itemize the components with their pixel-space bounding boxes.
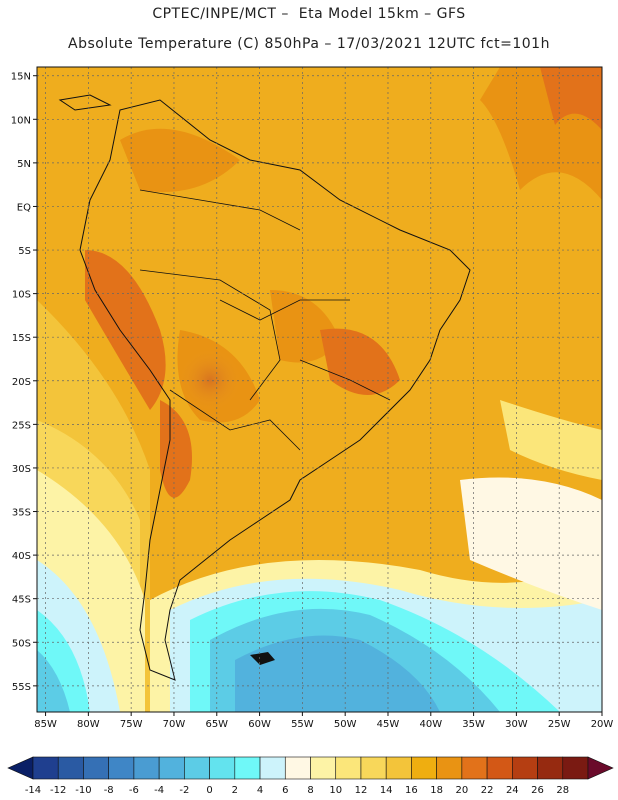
colorbar-swatch xyxy=(133,756,160,780)
colorbar-over-arrow xyxy=(587,756,614,780)
colorbar-swatch xyxy=(512,756,538,780)
lat-label: 50S xyxy=(12,638,31,649)
colorbar-swatch xyxy=(486,756,513,780)
lon-label: 85W xyxy=(34,719,57,730)
colorbar-swatch xyxy=(335,756,362,780)
lon-label: 40W xyxy=(419,719,442,730)
colorbar-swatch xyxy=(537,756,564,780)
colorbar-tick-label: -12 xyxy=(50,785,66,796)
lon-label: 50W xyxy=(334,719,357,730)
colorbar-swatch xyxy=(385,756,412,780)
lat-label: 35S xyxy=(12,508,31,519)
lon-label: 60W xyxy=(248,719,271,730)
lat-label: 5S xyxy=(18,246,31,257)
lat-label: 25S xyxy=(12,420,31,431)
colorbar-tick-label: 0 xyxy=(206,785,212,796)
temperature-field xyxy=(37,67,602,712)
lat-label: 20S xyxy=(12,377,31,388)
colorbar-tick-label: 10 xyxy=(329,785,342,796)
lat-label: 30S xyxy=(12,464,31,475)
lon-label: 20W xyxy=(591,719,614,730)
lon-label: 65W xyxy=(205,719,228,730)
colorbar-swatch xyxy=(57,756,84,780)
colorbar-swatch xyxy=(108,756,135,780)
colorbar: -14 -12 -10 -8 -6 -4 -2 0 2 4 6 8 10 12 14 16 18 20 22 24 26… xyxy=(7,756,614,796)
colorbar-tick-label: 20 xyxy=(455,785,468,796)
map-gridlines xyxy=(37,67,603,712)
colorbar-swatch xyxy=(234,756,261,780)
colorbar-tick-label: 18 xyxy=(430,785,443,796)
latitude-labels: 15N 10N 5N EQ 5S 10S 15S 20S 25S 30S 35S 40S 45S 50S 5… xyxy=(11,72,37,693)
colorbar-swatch xyxy=(461,756,488,780)
colorbar-swatch xyxy=(360,756,387,780)
continent-outline xyxy=(79,99,471,681)
colorbar-swatch xyxy=(158,756,185,780)
colorbar-swatch xyxy=(436,756,463,780)
colorbar-swatch xyxy=(310,756,337,780)
colorbar-tick-label: -2 xyxy=(179,785,189,796)
colorbar-swatch xyxy=(184,756,210,780)
lon-label: 30W xyxy=(505,719,528,730)
colorbar-tick-label: 26 xyxy=(531,785,544,796)
map-frame-border xyxy=(36,66,603,713)
colorbar-swatch xyxy=(284,756,311,780)
colorbar-under-arrow xyxy=(7,756,34,780)
lat-label: 55S xyxy=(12,682,31,693)
colorbar-tick-label: 14 xyxy=(380,785,393,796)
lon-label: 45W xyxy=(377,719,400,730)
longitude-labels: 85W 80W 75W 70W 65W 60W 55W 50W 45W 40W 35W 30W 25W 2… xyxy=(34,712,613,730)
map-panel: 15N 10N 5N EQ 5S 10S 15S 20S 25S 30S 35S 40S 45S 50S 5… xyxy=(11,66,613,730)
colorbar-swatch xyxy=(411,756,437,780)
lat-label: 45S xyxy=(12,595,31,606)
colorbar-tick-label: 16 xyxy=(405,785,418,796)
lat-label: 15N xyxy=(11,72,31,83)
lat-label: EQ xyxy=(17,202,31,213)
lon-label: 25W xyxy=(548,719,571,730)
lon-label: 75W xyxy=(120,719,143,730)
colorbar-tick-label: -6 xyxy=(129,785,139,796)
colorbar-tick-label: 8 xyxy=(307,785,313,796)
lon-label: 35W xyxy=(462,719,485,730)
lat-label: 10S xyxy=(12,290,31,301)
colorbar-tick-label: 22 xyxy=(481,785,494,796)
colorbar-swatch xyxy=(259,756,286,780)
lat-label: 10N xyxy=(11,115,31,126)
colorbar-tick-label: 4 xyxy=(257,785,263,796)
colorbar-tick-label: 2 xyxy=(232,785,238,796)
lon-label: 70W xyxy=(163,719,186,730)
colorbar-tick-label: 28 xyxy=(556,785,569,796)
colorbar-tick-label: -4 xyxy=(154,785,164,796)
colorbar-swatch xyxy=(562,756,589,780)
lon-label: 55W xyxy=(291,719,314,730)
colorbar-swatch xyxy=(83,756,109,780)
colorbar-tick-label: -8 xyxy=(104,785,114,796)
colorbar-tick-label: 24 xyxy=(506,785,519,796)
lat-label: 15S xyxy=(12,333,31,344)
colorbar-tick-label: 6 xyxy=(282,785,288,796)
colorbar-tick-label: -10 xyxy=(75,785,91,796)
lon-label: 80W xyxy=(77,719,100,730)
colorbar-tick-label: -14 xyxy=(25,785,41,796)
chart-title-line1: CPTEC/INPE/MCT – Eta Model 15km – GFS xyxy=(152,6,466,22)
lat-label: 40S xyxy=(12,551,31,562)
colorbar-swatch xyxy=(32,756,59,780)
chart-title-line2: Absolute Temperature (C) 850hPa – 17/03/… xyxy=(68,36,550,52)
colorbar-tick-label: 12 xyxy=(355,785,368,796)
colorbar-swatch xyxy=(209,756,236,780)
lat-label: 5N xyxy=(17,159,31,170)
